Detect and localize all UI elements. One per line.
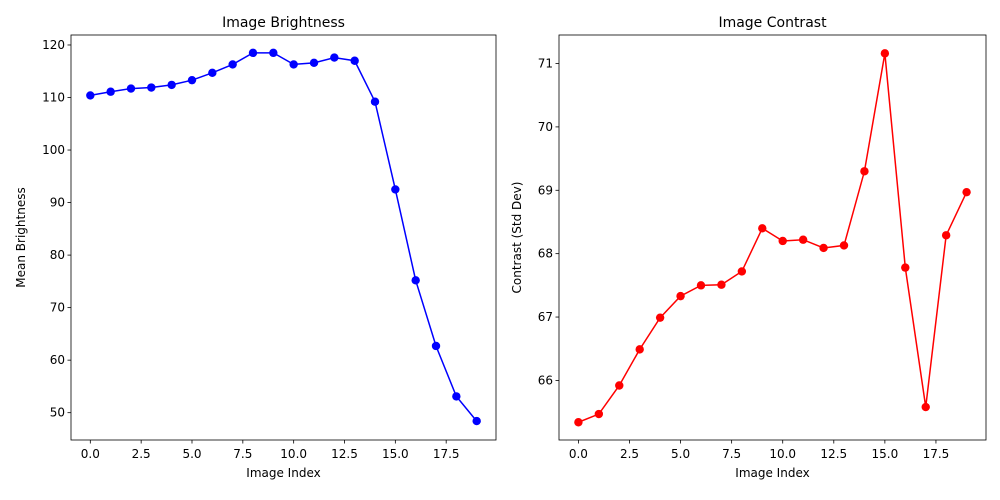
data-point (921, 402, 930, 412)
data-point (431, 341, 441, 351)
x-tick-label: 15.0 (872, 447, 899, 461)
x-tick-label: 5.0 (671, 447, 690, 461)
chart-title: Image Brightness (222, 15, 345, 31)
data-point (819, 243, 828, 253)
data-point (758, 224, 767, 233)
x-tick-label: 10.0 (280, 447, 307, 461)
brightness-chart: 0.0 2.5 5.0 7.5 10.0 12.5 15.0 17.5 50 60 70 80 90 10… (14, 15, 497, 480)
y-tick-label: 90 (50, 196, 65, 210)
data-point (717, 280, 726, 289)
plot-frame (558, 34, 987, 441)
y-tick-label: 68 (538, 247, 553, 261)
data-point (411, 276, 420, 285)
data-point (676, 291, 685, 301)
data-point (350, 56, 359, 65)
chart-title: Image Contrast (718, 15, 827, 31)
series-line (578, 53, 968, 423)
x-tick-label: 2.5 (620, 447, 639, 461)
data-point (839, 241, 849, 250)
data-point (126, 84, 136, 93)
data-point (798, 235, 808, 244)
x-tick-label: 5.0 (182, 447, 201, 461)
data-point (228, 60, 237, 69)
x-tick-label: 7.5 (233, 447, 252, 461)
data-point (860, 167, 869, 176)
data-point (635, 345, 644, 354)
x-tick-label: 7.5 (722, 447, 741, 461)
x-tick-label: 0.0 (569, 447, 588, 461)
data-point (962, 187, 971, 197)
data-point (106, 87, 115, 96)
x-tick-label: 17.5 (433, 447, 460, 461)
data-point (778, 236, 787, 246)
data-point (248, 48, 258, 58)
x-tick-label: 0.0 (81, 447, 100, 461)
x-tick-label: 15.0 (382, 447, 409, 461)
x-axis-label: Image Index (246, 466, 320, 480)
x-tick-label: 12.5 (820, 447, 847, 461)
data-point (615, 381, 624, 390)
data-point (901, 263, 910, 272)
y-tick-label: 69 (538, 183, 553, 197)
y-tick-label: 110 (42, 91, 65, 105)
data-point (86, 91, 95, 100)
data-point (309, 58, 319, 68)
y-tick-label: 50 (50, 406, 65, 420)
y-axis-label: Mean Brightness (14, 187, 28, 287)
x-tick-label: 2.5 (132, 447, 151, 461)
y-tick-label: 120 (42, 38, 65, 52)
contrast-chart: 0.0 2.5 5.0 7.5 10.0 12.5 15.0 17.5 66 67 68 69 70 71… (510, 15, 987, 480)
y-tick-label: 66 (538, 373, 553, 387)
plot-frame (70, 34, 497, 441)
y-tick-label: 100 (42, 143, 65, 157)
data-point (147, 83, 156, 92)
x-tick-label: 12.5 (331, 447, 358, 461)
data-point (941, 231, 951, 240)
y-axis-label: Contrast (Std Dev) (510, 182, 524, 294)
y-tick-label: 70 (50, 301, 65, 315)
y-tick-label: 71 (538, 57, 553, 71)
x-tick-label: 17.5 (923, 447, 950, 461)
y-tick-label: 80 (50, 248, 65, 262)
data-point (208, 68, 217, 78)
data-point (880, 49, 890, 58)
x-tick-label: 10.0 (769, 447, 796, 461)
data-point (167, 80, 176, 90)
data-point (330, 53, 339, 62)
y-tick-label: 67 (538, 310, 553, 324)
y-tick-label: 60 (50, 353, 65, 367)
y-tick-label: 70 (538, 120, 553, 134)
data-point (370, 97, 380, 106)
data-point (472, 416, 481, 426)
data-point (696, 281, 706, 290)
data-point (452, 392, 461, 401)
data-point (737, 267, 747, 276)
data-point (391, 185, 400, 194)
data-point (187, 75, 197, 85)
data-point (574, 418, 583, 427)
data-point (289, 60, 298, 69)
data-point (655, 313, 665, 322)
x-axis-label: Image Index (735, 466, 809, 480)
data-point (594, 409, 604, 419)
data-point (269, 48, 278, 58)
